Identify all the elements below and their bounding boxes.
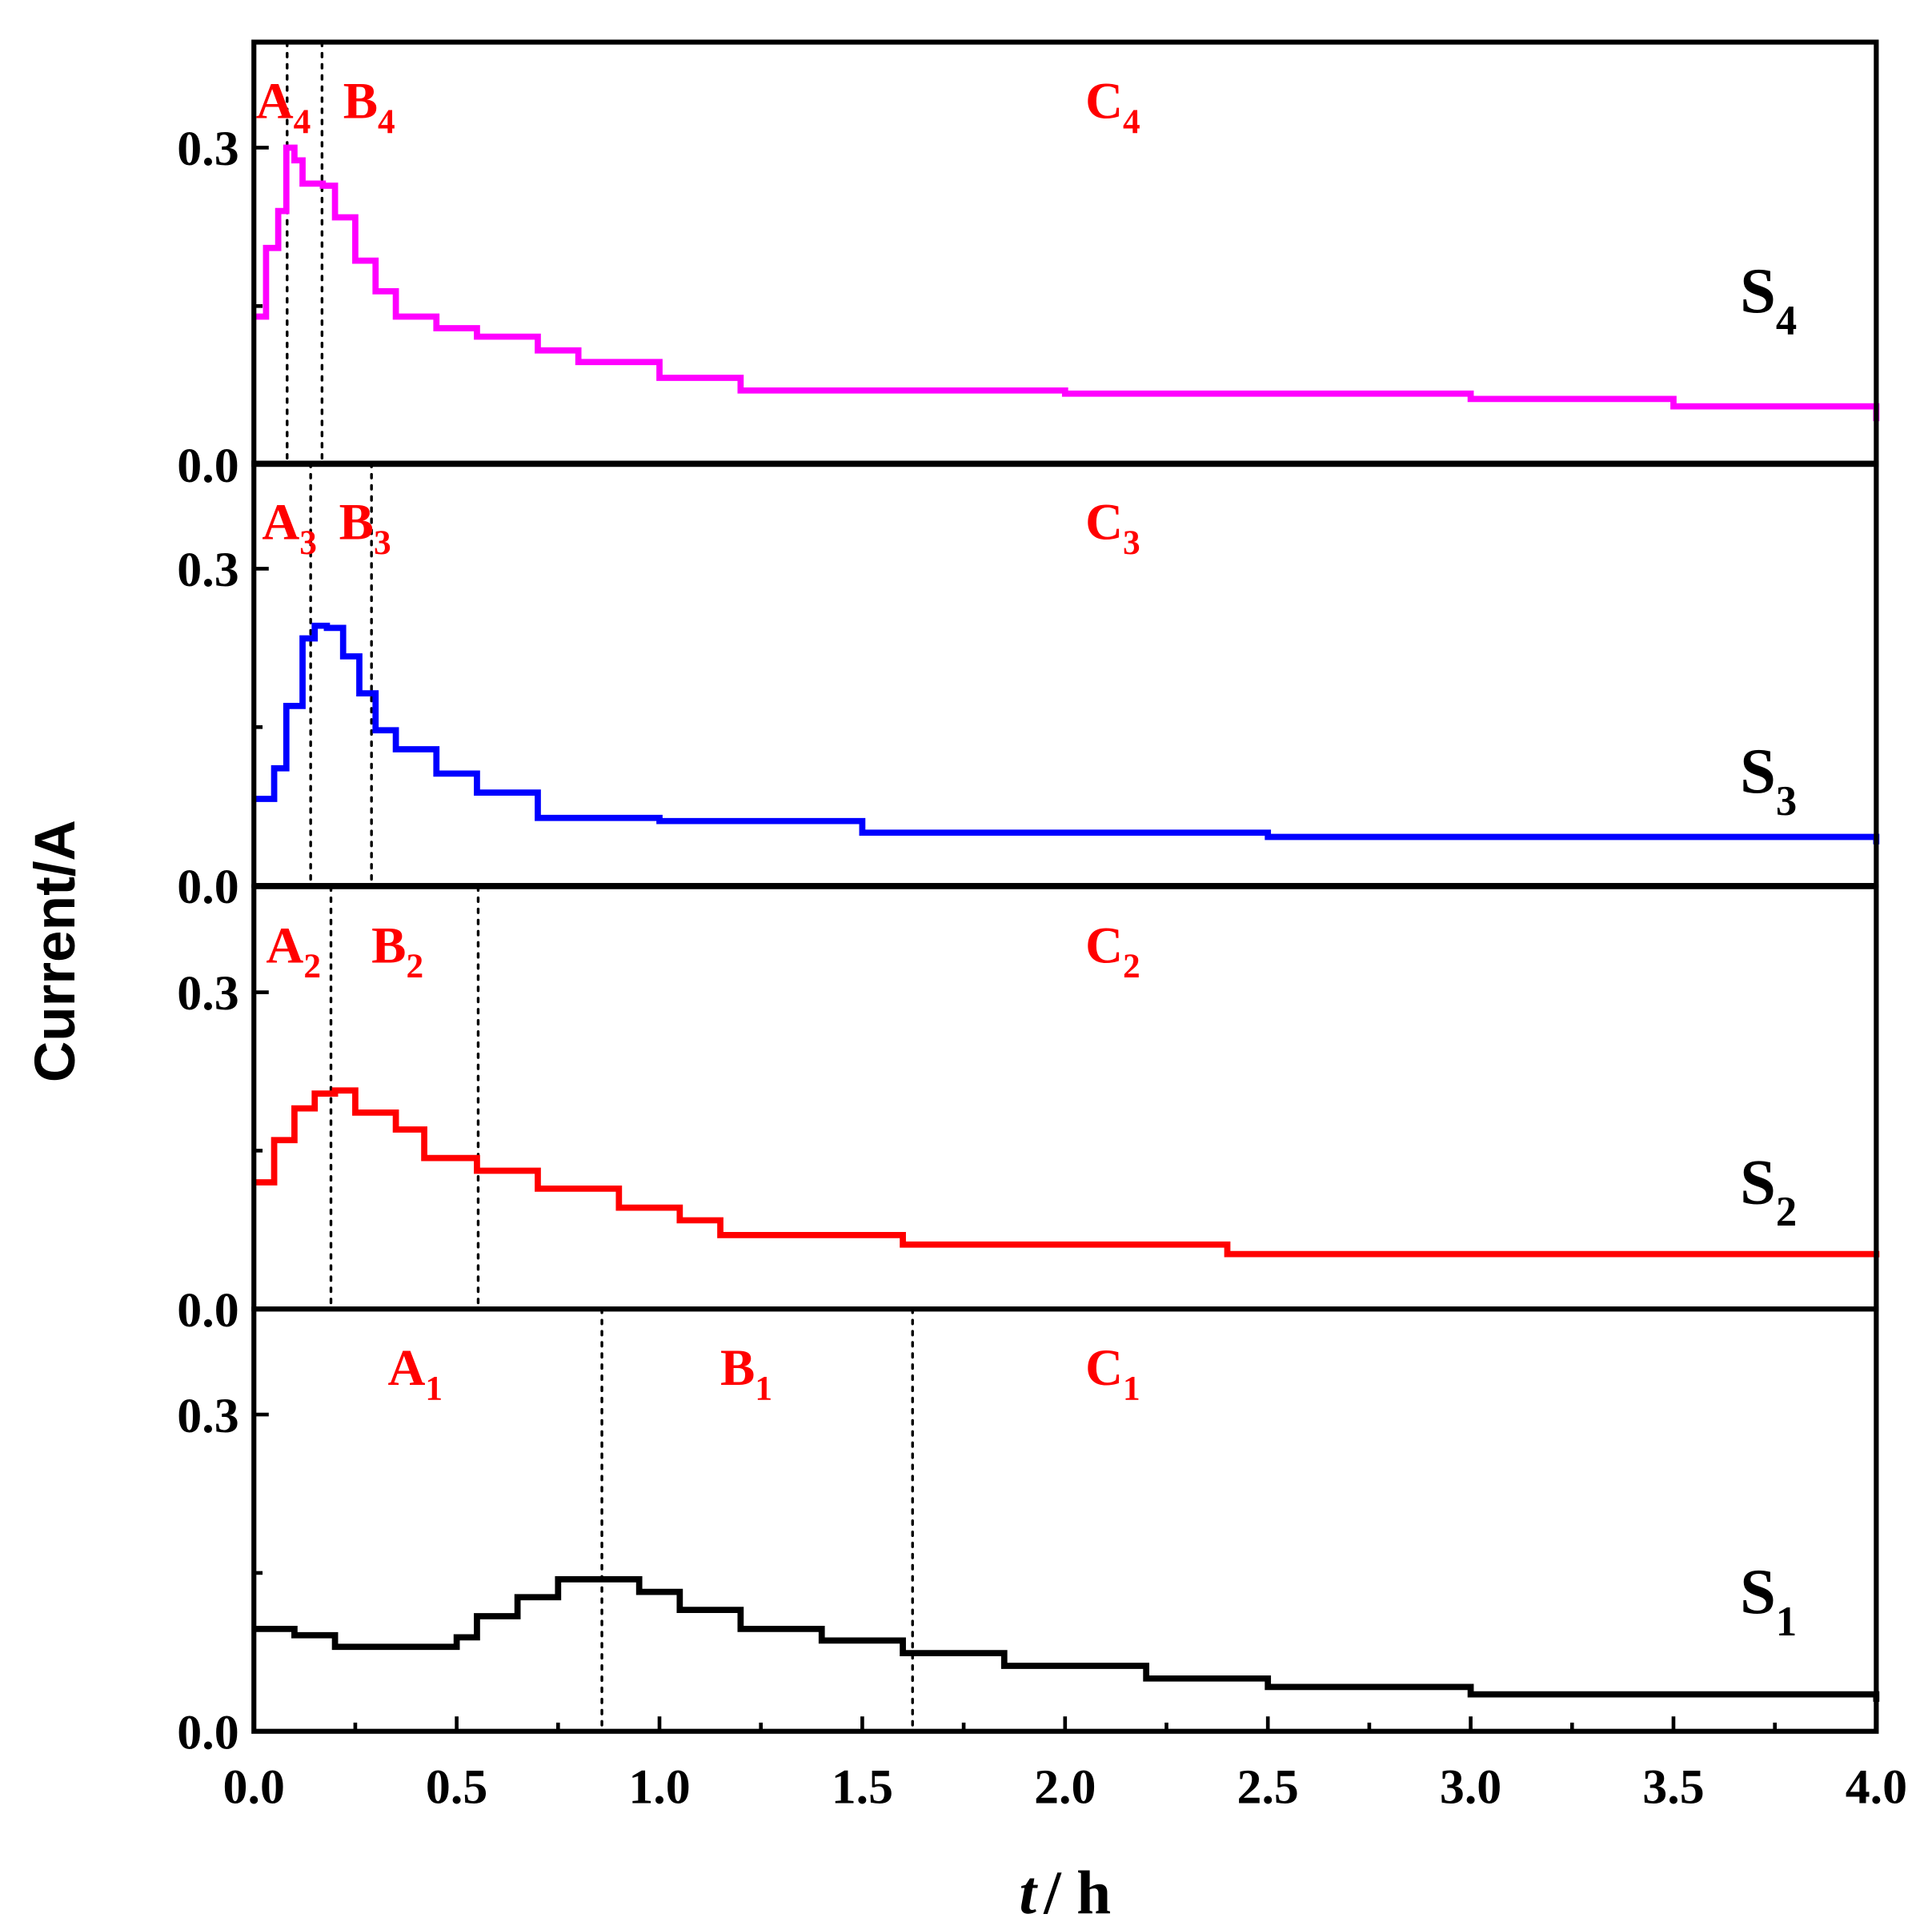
region-label-a2: A2 xyxy=(266,917,321,986)
panel-s4: 0.0 0.3 A4 B4 C4 S4 xyxy=(177,39,1880,493)
x-axis-label: t / h xyxy=(1019,1858,1111,1922)
region-label-b3: B3 xyxy=(339,494,391,563)
panel-s1: 0.0 0.3 A1 B1 C1 S1 xyxy=(177,1306,1880,1759)
series-line-s1 xyxy=(254,1575,1880,1702)
series-line-s3 xyxy=(254,622,1880,845)
y-axis-label: Current/A xyxy=(24,820,87,1082)
x-tick-label: 4.0 xyxy=(1846,1759,1907,1814)
y-tick-label: 0.3 xyxy=(177,966,238,1021)
y-tick-label: 0.0 xyxy=(177,439,238,493)
region-label-c3: C3 xyxy=(1085,494,1140,563)
series-label-s1: S1 xyxy=(1740,1556,1797,1645)
y-tick-label: 0.3 xyxy=(177,543,238,597)
region-label-c4: C4 xyxy=(1085,73,1140,142)
series-line-s4 xyxy=(254,144,1880,422)
x-tick-label: 2.5 xyxy=(1237,1759,1299,1814)
region-label-a4: A4 xyxy=(256,73,311,142)
region-label-b1: B1 xyxy=(720,1339,772,1408)
x-tick-label: 0.0 xyxy=(223,1759,285,1814)
y-tick-label: 0.0 xyxy=(177,1283,238,1338)
region-label-c2: C2 xyxy=(1085,917,1140,986)
x-tick-label: 1.5 xyxy=(832,1759,893,1814)
x-tick-label: 3.0 xyxy=(1440,1759,1501,1814)
region-label-b4: B4 xyxy=(343,73,395,142)
y-tick-label: 0.3 xyxy=(177,122,238,176)
series-line-s2 xyxy=(254,1087,1880,1258)
region-label-a1: A1 xyxy=(387,1339,443,1408)
y-tick-label: 0.0 xyxy=(177,860,238,914)
panel-s3: 0.0 0.3 A3 B3 C3 S3 xyxy=(177,460,1880,914)
series-label-s3: S3 xyxy=(1740,736,1797,825)
region-label-c1: C1 xyxy=(1085,1339,1140,1408)
y-tick-label: 0.0 xyxy=(177,1705,238,1759)
panel-frame xyxy=(251,460,1879,889)
x-tick-label: 0.5 xyxy=(426,1759,487,1814)
region-label-b2: B2 xyxy=(371,917,423,986)
panel-s2: 0.0 0.3 A2 B2 C2 S2 xyxy=(177,884,1880,1338)
x-tick-label: 1.0 xyxy=(628,1759,690,1814)
y-tick-label: 0.3 xyxy=(177,1389,238,1443)
x-tick-label: 2.0 xyxy=(1034,1759,1096,1814)
x-tick-label: 3.5 xyxy=(1642,1759,1704,1814)
series-label-s4: S4 xyxy=(1740,255,1797,344)
series-label-s2: S2 xyxy=(1740,1146,1797,1235)
region-label-a3: A3 xyxy=(262,494,317,563)
